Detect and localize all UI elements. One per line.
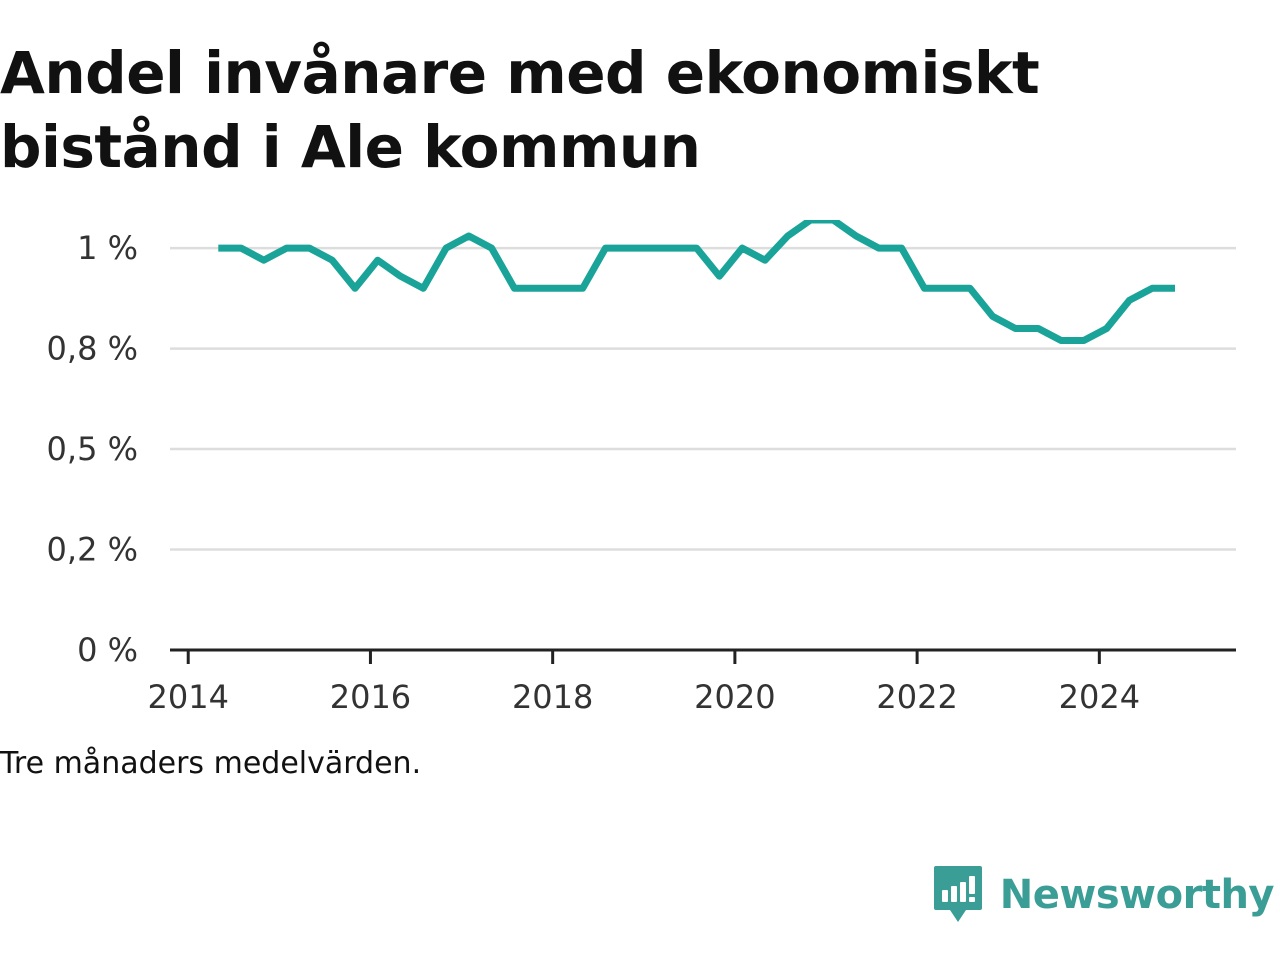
brand-name: Newsworthy bbox=[999, 872, 1275, 918]
footnote: Tre månaders medelvärden. bbox=[0, 746, 422, 781]
gridlines bbox=[170, 246, 1236, 551]
x-tick-label: 2020 bbox=[694, 678, 775, 716]
y-tick-label: 0,8 % bbox=[47, 330, 138, 368]
y-tick-label: 0,5 % bbox=[47, 430, 138, 468]
x-tick-label: 2018 bbox=[512, 678, 593, 716]
x-axis-ticks bbox=[186, 650, 1101, 664]
y-tick-label: 0 % bbox=[77, 631, 138, 669]
newsworthy-logo-icon bbox=[933, 866, 982, 922]
brand: Newsworthy bbox=[932, 864, 1275, 926]
x-tick-label: 2016 bbox=[330, 678, 411, 716]
x-axis-labels: 2014 2016 2018 2020 2022 2024 bbox=[148, 678, 1141, 716]
x-tick-label: 2024 bbox=[1059, 678, 1140, 716]
y-axis-labels: 0 % 0,2 % 0,5 % 0,8 % 1 % bbox=[47, 229, 138, 669]
line-chart: 0 % 0,2 % 0,5 % 0,8 % 1 % 2014 2016 2018 2020 20… bbox=[0, 220, 1280, 720]
series-line bbox=[218, 220, 1175, 344]
y-tick-label: 1 % bbox=[77, 229, 138, 267]
line-chart-svg: 0 %0,2 %0,5 %0,8 %1 % 2014 2016 2018 2020 20… bbox=[47, 220, 1236, 716]
chart-title: Andel invånare med ekonomiskt bistånd i … bbox=[0, 39, 1040, 181]
y-tick-label: 0,2 % bbox=[47, 531, 138, 569]
x-tick-label: 2022 bbox=[876, 678, 957, 716]
x-tick-label: 2014 bbox=[148, 678, 229, 716]
